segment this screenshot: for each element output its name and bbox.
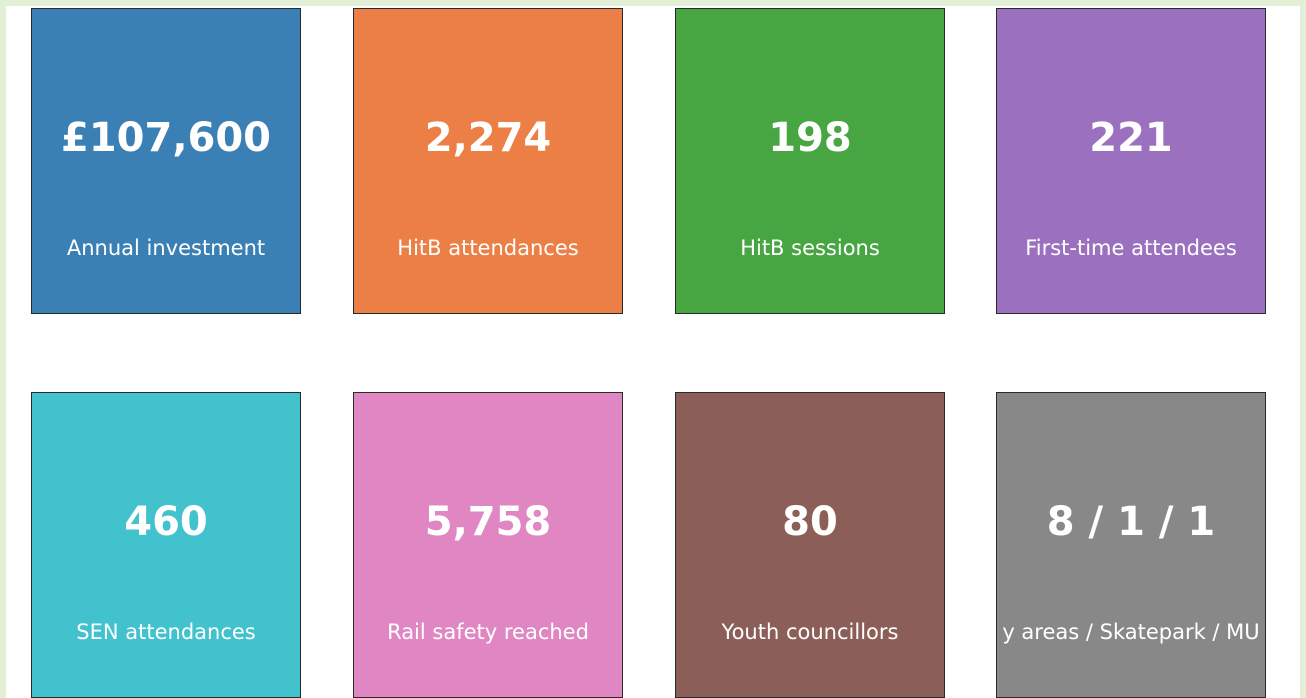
tile-grid: £107,600 Annual investment 2,274 HitB atten… xyxy=(6,6,1300,698)
kpi-value: 198 xyxy=(768,115,852,161)
kpi-label: Rail safety reached xyxy=(387,620,589,644)
kpi-value: 80 xyxy=(782,499,838,545)
kpi-label: SEN attendances xyxy=(76,620,256,644)
kpi-label: Youth councillors xyxy=(721,620,899,644)
kpi-label: HitB sessions xyxy=(740,236,880,260)
kpi-value: 8 / 1 / 1 xyxy=(1046,499,1216,545)
kpi-tile: 2,274 HitB attendances xyxy=(353,8,623,314)
kpi-tile: 221 First-time attendees xyxy=(996,8,1266,314)
kpi-tile: 198 HitB sessions xyxy=(675,8,945,314)
kpi-label: First-time attendees xyxy=(1025,236,1237,260)
kpi-tile: 460 SEN attendances xyxy=(31,392,301,698)
kpi-label: Annual investment xyxy=(66,236,266,260)
kpi-value: £107,600 xyxy=(60,115,272,161)
kpi-tile: 8 / 1 / 1 y areas / Skatepark / MU xyxy=(996,392,1266,698)
kpi-tile: 5,758 Rail safety reached xyxy=(353,392,623,698)
kpi-value: 221 xyxy=(1089,115,1173,161)
kpi-tile: 80 Youth councillors xyxy=(675,392,945,698)
kpi-label: HitB attendances xyxy=(397,236,579,260)
kpi-tile: £107,600 Annual investment xyxy=(31,8,301,314)
kpi-value: 460 xyxy=(124,499,208,545)
kpi-value: 5,758 xyxy=(424,499,552,545)
kpi-label: y areas / Skatepark / MU xyxy=(1002,620,1260,644)
kpi-value: 2,274 xyxy=(424,115,552,161)
